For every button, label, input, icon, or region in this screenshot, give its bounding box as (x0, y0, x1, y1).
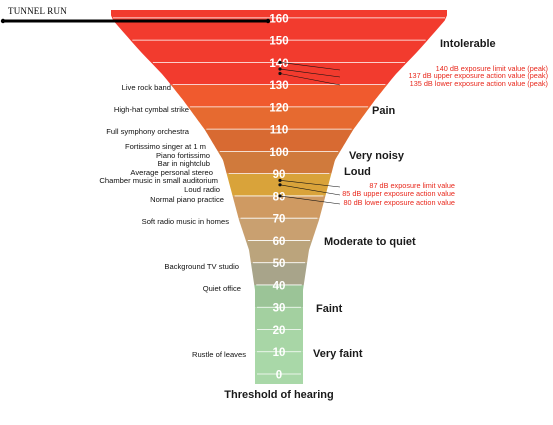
limit-label-140: 140 dB exposure limit value (peak) (436, 64, 548, 73)
tick-label-40: 40 (273, 280, 286, 292)
tick-label-110: 110 (270, 125, 289, 137)
band-30-40 (254, 284, 304, 308)
pointer-dot-right (265, 18, 271, 24)
limit-label-85: 85 dB upper exposure action value (342, 189, 455, 198)
source-label-loud-radio: Loud radio (184, 185, 220, 194)
band-10-20 (255, 329, 303, 352)
source-label-normal-piano-practice: Normal piano practice (150, 195, 224, 204)
tick-label-10: 10 (273, 347, 286, 359)
source-label-soft-radio-music-in-homes: Soft radio music in homes (142, 217, 230, 226)
source-label-chamber-music-in-small-auditorium: Chamber music in small auditorium (99, 176, 218, 185)
category-threshold-of-hearing: Threshold of hearing (224, 389, 333, 401)
band-0-10 (255, 351, 303, 384)
funnel-bands (111, 10, 447, 384)
diagram-title: TUNNEL RUN (8, 6, 67, 16)
source-label-high-hat-cymbal-strike: High-hat cymbal strike (114, 105, 189, 114)
band-50-60 (245, 240, 313, 263)
tick-label-60: 60 (273, 236, 286, 248)
category-labels: Intolerable Pain Very noisy Loud Moderate to… (224, 38, 495, 401)
category-faint: Faint (316, 303, 343, 315)
band-60-70 (238, 218, 320, 241)
source-label-rustle-of-leaves: Rustle of leaves (192, 350, 246, 359)
source-label-bar-in-nightclub: Bar in nightclub (158, 159, 210, 168)
tick-label-30: 30 (273, 303, 286, 315)
band-70-80 (232, 195, 326, 219)
source-label-average-personal-stereo: Average personal stereo (130, 168, 213, 177)
tick-label-90: 90 (273, 169, 286, 181)
limit-label-80: 80 dB lower exposure action value (343, 198, 455, 207)
tick-label-160: 160 (269, 13, 288, 25)
source-label-full-symphony-orchestra: Full symphony orchestra (106, 127, 189, 136)
tunnel-run-pointer (0, 18, 271, 24)
band-110-120 (188, 106, 370, 130)
category-intolerable: Intolerable (440, 38, 496, 50)
source-label-piano-fortissimo: Piano fortissimo (156, 151, 210, 160)
exposure-limit-markers (278, 60, 341, 205)
tick-label-150: 150 (269, 36, 288, 48)
tick-label-100: 100 (269, 147, 288, 159)
category-very-noisy: Very noisy (349, 150, 405, 162)
category-very-faint: Very faint (313, 348, 363, 360)
limit-dot-87 (278, 178, 282, 182)
band-20-30 (255, 307, 303, 330)
pointer-dot-left (0, 18, 6, 24)
limit-label-137: 137 dB upper exposure action value (peak… (408, 71, 548, 80)
limit-dot-85 (278, 183, 282, 187)
source-label-background-tv-studio: Background TV studio (164, 262, 239, 271)
tick-label-0: 0 (276, 370, 282, 382)
limit-label-135: 135 dB lower exposure action value (peak… (410, 79, 548, 88)
category-loud: Loud (344, 166, 371, 178)
band-130-160 (111, 10, 447, 85)
tick-label-50: 50 (273, 258, 286, 270)
limit-leader-135 (279, 73, 341, 86)
source-label-quiet-office: Quiet office (203, 284, 241, 293)
source-label-live-rock-band: Live rock band (122, 83, 171, 92)
band-40-50 (250, 262, 308, 285)
limit-leader-137 (279, 68, 341, 78)
limit-leader-80 (279, 195, 341, 205)
limit-dot-80 (278, 194, 282, 198)
band-100-110 (204, 129, 354, 152)
category-pain: Pain (372, 105, 396, 117)
tick-label-120: 120 (269, 102, 288, 114)
limit-leader-85 (279, 184, 341, 196)
source-label-fortissimo-singer-at-1-m: Fortissimo singer at 1 m (125, 142, 206, 151)
tick-label-20: 20 (273, 325, 286, 337)
category-moderate-to-quiet: Moderate to quiet (324, 236, 416, 248)
band-120-130 (170, 84, 388, 107)
tick-label-140: 140 (269, 58, 288, 70)
band-90-100 (217, 151, 341, 174)
sound-source-labels: Live rock band High-hat cymbal strike Full… (99, 83, 246, 359)
tick-label-80: 80 (273, 191, 286, 203)
limit-label-87: 87 dB exposure limit value (369, 181, 455, 190)
exposure-limit-labels: 140 dB exposure limit value (peak)137 dB… (342, 64, 548, 207)
limit-leader-87 (279, 180, 341, 188)
limit-leader-140 (279, 62, 341, 71)
tick-label-130: 130 (269, 80, 288, 92)
tick-label-70: 70 (273, 214, 286, 226)
